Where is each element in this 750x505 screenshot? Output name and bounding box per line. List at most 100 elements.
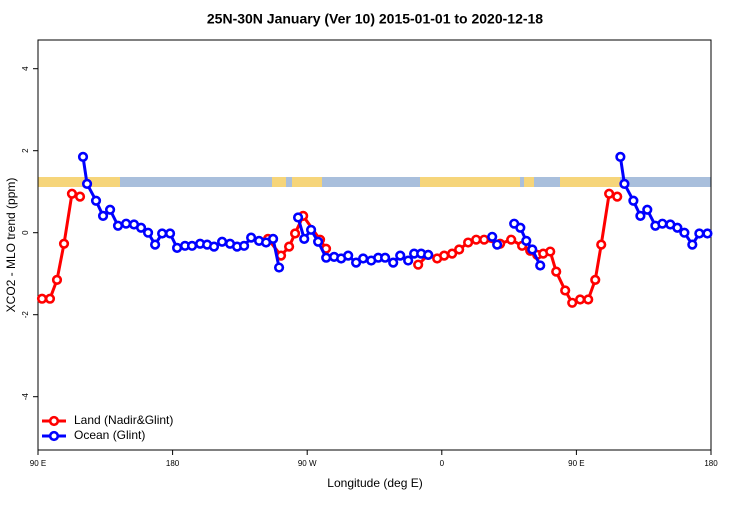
y-tick-label: -4 xyxy=(21,393,30,401)
data-point xyxy=(463,237,474,248)
data-point xyxy=(612,191,623,202)
data-point xyxy=(66,188,78,199)
y-axis-label: XCO2 - MLO trend (ppm) xyxy=(4,178,18,313)
data-point xyxy=(112,220,124,231)
legend-label: Land (Nadir&Glint) xyxy=(74,413,173,427)
strip-ocean xyxy=(38,177,711,187)
legend-marker xyxy=(48,415,60,427)
data-point xyxy=(413,259,424,270)
data-point xyxy=(642,204,653,215)
data-point xyxy=(305,224,317,235)
legend-marker xyxy=(48,430,60,442)
data-point xyxy=(299,233,310,244)
y-tick-label: 4 xyxy=(21,66,30,71)
data-point xyxy=(395,250,406,261)
x-tick-label: 0 xyxy=(440,459,445,468)
chart-title: 25N-30N January (Ver 10) 2015-01-01 to 2… xyxy=(207,11,543,27)
data-point xyxy=(44,293,56,304)
x-tick-label: 180 xyxy=(704,459,718,468)
data-point xyxy=(604,188,615,199)
data-point xyxy=(150,239,161,250)
data-point xyxy=(515,222,526,233)
data-point xyxy=(51,274,63,285)
data-point xyxy=(628,195,639,206)
data-point xyxy=(208,241,220,252)
data-point xyxy=(97,210,109,221)
data-point xyxy=(58,238,70,249)
x-axis-label: Longitude (deg E) xyxy=(327,476,422,490)
strip-land xyxy=(272,177,286,187)
data-point xyxy=(567,297,578,308)
data-point xyxy=(157,228,168,239)
data-point xyxy=(36,293,48,304)
data-point xyxy=(388,257,399,268)
strip-land xyxy=(420,177,520,187)
data-point xyxy=(575,294,586,305)
data-point xyxy=(492,239,503,250)
data-point xyxy=(615,151,626,162)
data-point xyxy=(351,257,362,268)
data-point xyxy=(619,178,630,190)
x-tick-label: 90 E xyxy=(568,459,584,468)
data-point xyxy=(590,274,601,285)
data-point xyxy=(596,239,607,250)
data-point xyxy=(358,253,369,264)
data-point xyxy=(471,234,482,245)
data-point xyxy=(343,250,354,261)
data-point xyxy=(238,240,250,251)
data-point xyxy=(321,252,332,263)
strip-land xyxy=(38,177,120,187)
data-point xyxy=(583,294,594,305)
data-point xyxy=(545,246,556,257)
data-point xyxy=(487,231,498,242)
data-point xyxy=(292,212,304,223)
data-point xyxy=(284,241,295,252)
data-point xyxy=(447,248,458,259)
data-point xyxy=(694,228,705,239)
data-point xyxy=(635,210,646,221)
data-point xyxy=(403,255,414,266)
data-point xyxy=(81,178,93,190)
data-point xyxy=(74,191,86,202)
legend-label: Ocean (Glint) xyxy=(74,428,145,442)
data-point xyxy=(687,239,698,250)
strip-land xyxy=(292,177,322,187)
data-point xyxy=(90,195,102,206)
plot-frame xyxy=(37,39,712,451)
y-tick-label: -2 xyxy=(21,311,30,319)
data-point xyxy=(120,218,132,229)
data-point xyxy=(217,236,228,247)
data-point xyxy=(551,266,562,277)
strip-land xyxy=(524,177,534,187)
data-point xyxy=(679,227,690,238)
data-point xyxy=(521,235,532,246)
data-point xyxy=(268,233,279,244)
map-strip xyxy=(38,177,711,187)
y-tick-label: 0 xyxy=(21,230,30,235)
data-point xyxy=(702,228,713,239)
data-point xyxy=(104,204,116,215)
data-point xyxy=(135,222,147,233)
data-point xyxy=(657,218,668,229)
data-point xyxy=(454,244,465,255)
data-point xyxy=(289,228,301,239)
data-point xyxy=(380,252,391,263)
data-point xyxy=(273,262,285,273)
data-point xyxy=(313,236,324,247)
data-point xyxy=(186,240,198,251)
x-tick-label: 90 W xyxy=(298,459,317,468)
strip-land xyxy=(560,177,620,187)
data-point xyxy=(506,234,517,245)
data-point xyxy=(164,228,176,239)
data-point xyxy=(142,227,154,238)
data-point xyxy=(423,249,434,260)
data-point xyxy=(535,260,546,271)
x-tick-label: 180 xyxy=(166,459,180,468)
data-point xyxy=(439,250,450,261)
x-tick-label: 90 E xyxy=(30,459,46,468)
data-point xyxy=(171,242,183,253)
data-point xyxy=(527,244,538,255)
